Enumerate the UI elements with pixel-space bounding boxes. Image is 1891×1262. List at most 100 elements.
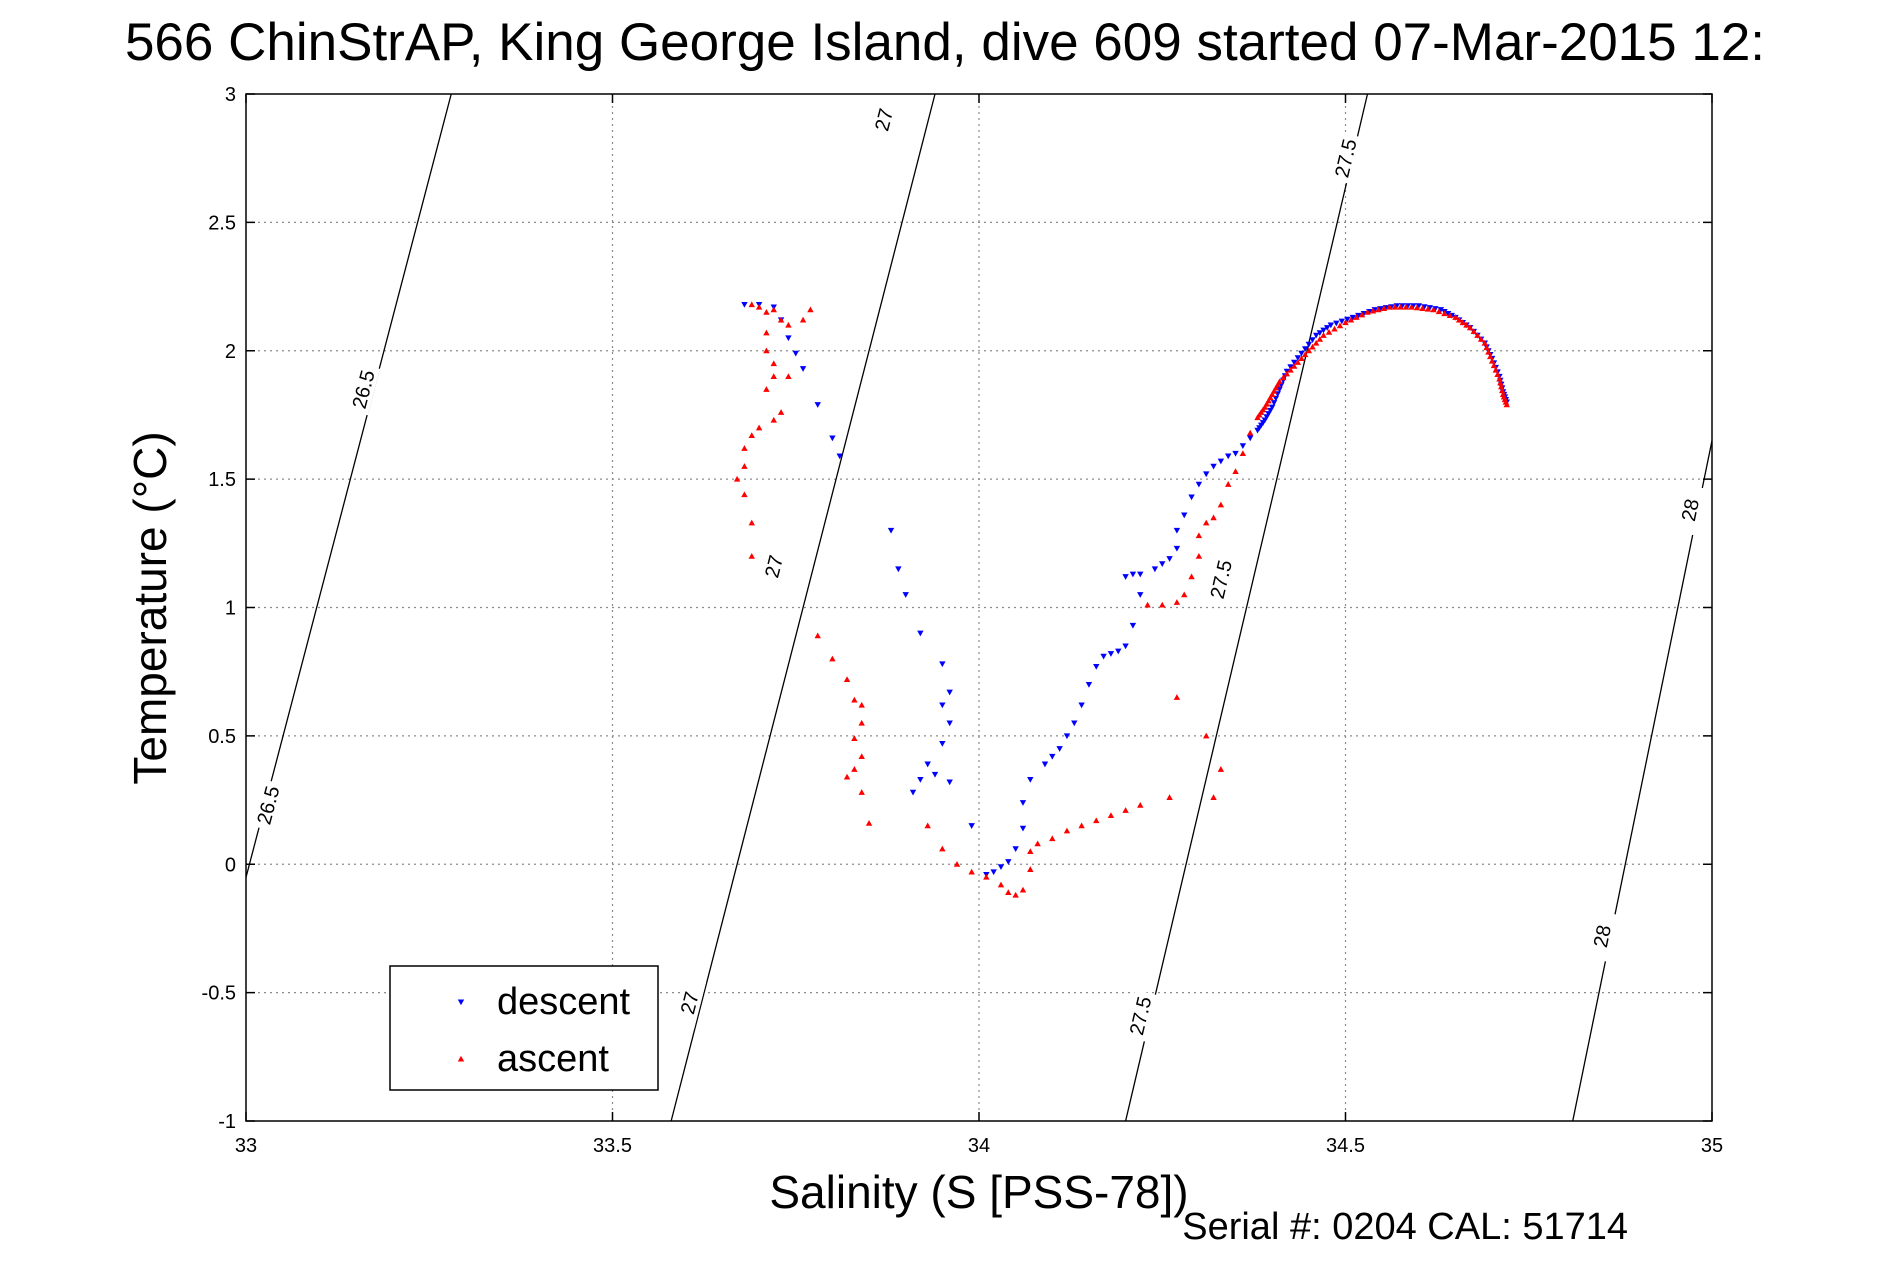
descent-point: [1225, 453, 1232, 460]
ascent-point: [1358, 311, 1366, 318]
ascent-point: [1452, 314, 1459, 320]
descent-point: [1415, 303, 1422, 310]
ascent-point: [1463, 321, 1470, 328]
ascent-point: [939, 845, 946, 852]
descent-point: [1056, 746, 1063, 752]
ascent-point: [1063, 827, 1071, 834]
ascent-point: [1261, 404, 1269, 410]
descent-point: [895, 566, 902, 573]
ascent-point: [1490, 362, 1498, 369]
ascent-point: [1270, 387, 1278, 394]
ascent-point: [741, 445, 748, 451]
ascent-point: [1078, 822, 1085, 829]
ascent-point: [851, 766, 858, 772]
ascent-point: [858, 719, 865, 726]
ascent-point: [1413, 304, 1421, 311]
ascent-point: [770, 360, 777, 367]
descent-point: [917, 630, 924, 637]
legend-marker-ascent: [457, 1055, 465, 1062]
ascent-point: [1336, 322, 1344, 329]
descent-point: [1137, 592, 1144, 598]
legend-label-descent: descent: [497, 981, 631, 1023]
ascent-point: [1309, 343, 1316, 350]
ascent-point: [843, 773, 851, 780]
descent-point: [1309, 337, 1316, 344]
ascent-point: [1466, 324, 1474, 331]
isopycnal-27.5: [1124, 94, 1369, 1121]
ascent-point: [785, 373, 792, 379]
ascent-point: [1122, 807, 1129, 813]
descent-point: [1063, 733, 1071, 740]
descent-point: [1239, 443, 1247, 449]
y-tick-label: 1: [225, 598, 236, 620]
ascent-point: [814, 632, 821, 639]
descent-point: [902, 592, 909, 598]
ascent-point: [924, 822, 931, 829]
ascent-point: [1353, 314, 1360, 320]
isopycnal-label: 27.5: [1331, 137, 1361, 180]
descent-point: [1294, 355, 1302, 362]
ascent-point: [1477, 335, 1485, 342]
descent-point: [1151, 566, 1159, 573]
ascent-point: [1391, 303, 1399, 310]
descent-point: [1210, 463, 1217, 470]
descent-point: [1159, 561, 1166, 568]
descent-point: [1071, 720, 1078, 727]
ascent-point: [1225, 481, 1232, 487]
ascent-point: [1369, 307, 1377, 314]
ascent-point: [1107, 812, 1115, 819]
ascent-point: [1027, 848, 1034, 854]
descent-point: [1181, 512, 1188, 519]
ascent-point: [741, 491, 748, 498]
ascent-point: [807, 306, 814, 313]
isopycnal-label: 26.5: [349, 368, 380, 411]
descent-point: [1173, 527, 1181, 534]
descent-point: [799, 366, 807, 372]
ascent-point: [851, 735, 858, 742]
descent-point: [1270, 400, 1278, 406]
descent-point: [1100, 653, 1107, 660]
descent-point: [1195, 481, 1203, 488]
ascent-point: [1347, 316, 1355, 323]
ascent-point: [1217, 501, 1225, 508]
descent-point: [1041, 761, 1049, 768]
ascent-point: [1274, 381, 1281, 388]
descent-point: [1019, 800, 1027, 806]
y-tick-label: 3: [225, 84, 236, 106]
descent-point: [990, 869, 997, 876]
descent-point: [931, 771, 939, 778]
ascent-point: [1005, 889, 1012, 896]
descent-point: [1078, 702, 1085, 709]
ascent-point: [953, 861, 961, 867]
descent-point: [1320, 327, 1327, 334]
descent-point: [1122, 643, 1129, 650]
ascent-point: [1474, 332, 1481, 338]
ascent-point: [1498, 387, 1506, 394]
ascent-point: [1173, 599, 1181, 605]
descent-point: [1107, 651, 1115, 657]
ascent-point: [1397, 303, 1404, 310]
ascent-point: [1239, 450, 1247, 457]
ascent-point: [1483, 344, 1490, 351]
x-tick-label: 34.5: [1326, 1135, 1365, 1157]
descent-point: [1085, 681, 1093, 688]
descent-point: [1232, 450, 1239, 457]
descent-point: [1203, 471, 1210, 478]
descent-point: [1355, 312, 1362, 319]
ascent-point: [1492, 366, 1499, 373]
descent-point: [1129, 571, 1137, 578]
legend-label-ascent: ascent: [497, 1038, 609, 1080]
ascent-point: [1144, 601, 1151, 608]
descent-point: [1437, 307, 1444, 313]
descent-point: [1137, 571, 1144, 578]
ascent-point: [1173, 694, 1181, 700]
ascent-point: [1181, 591, 1188, 598]
ascent-point: [1272, 384, 1280, 391]
ascent-point: [1294, 359, 1302, 365]
data-series: [733, 301, 1510, 898]
ascent-point: [1203, 732, 1210, 739]
ascent-point: [1312, 339, 1320, 346]
descent-point: [946, 779, 953, 786]
ascent-point: [1279, 374, 1287, 381]
